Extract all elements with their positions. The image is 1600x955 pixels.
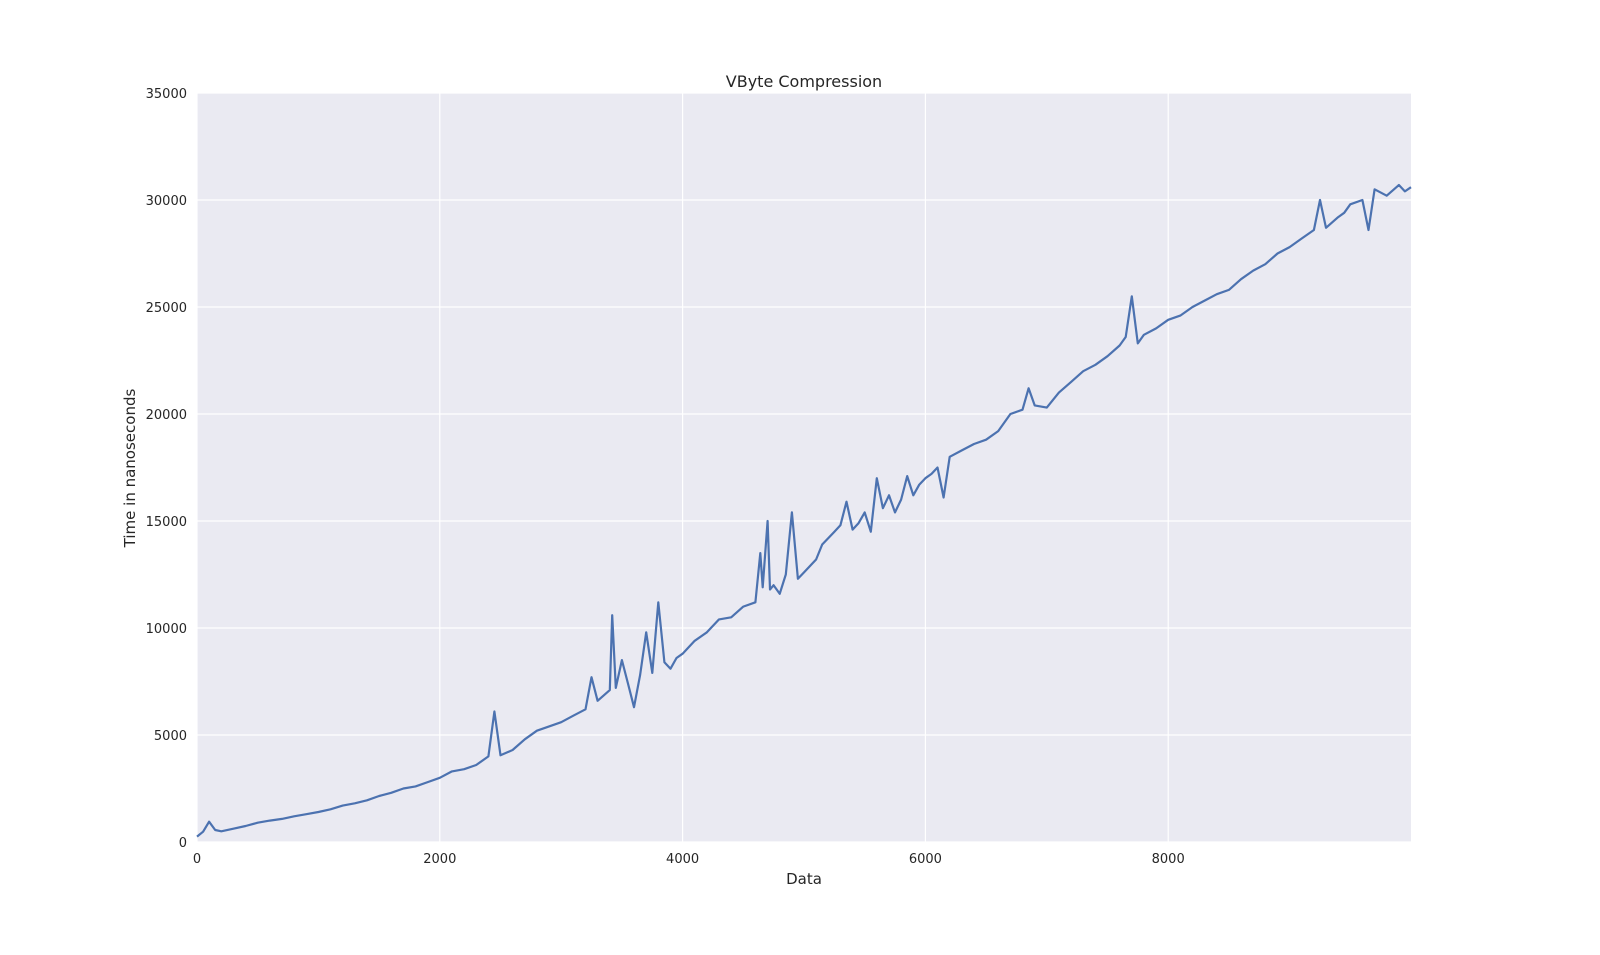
y-tick-label: 25000	[146, 301, 187, 316]
y-tick-label: 0	[179, 836, 187, 851]
gridlines	[196, 92, 1411, 843]
tick-labels: 0 2000 4000 6000 8000 0 5000 10000 15000 20000 250…	[146, 87, 1185, 867]
y-tick-label: 35000	[146, 87, 187, 102]
x-tick-label: 0	[193, 852, 201, 867]
y-tick-label: 10000	[146, 622, 187, 637]
series-layer	[196, 183, 1412, 838]
x-tick-label: 8000	[1152, 852, 1185, 867]
y-tick-label: 5000	[154, 729, 187, 744]
plot-area	[197, 93, 1411, 842]
chart-title: VByte Compression	[726, 72, 882, 91]
y-axis-label: Time in nanoseconds	[121, 389, 139, 549]
y-tick-label: 15000	[146, 515, 187, 530]
x-axis-label: Data	[786, 870, 822, 888]
x-tick-label: 4000	[666, 852, 699, 867]
series-line	[196, 183, 1412, 838]
x-tick-label: 2000	[423, 852, 456, 867]
x-tick-label: 6000	[909, 852, 942, 867]
y-tick-label: 30000	[146, 194, 187, 209]
y-tick-label: 20000	[146, 408, 187, 423]
